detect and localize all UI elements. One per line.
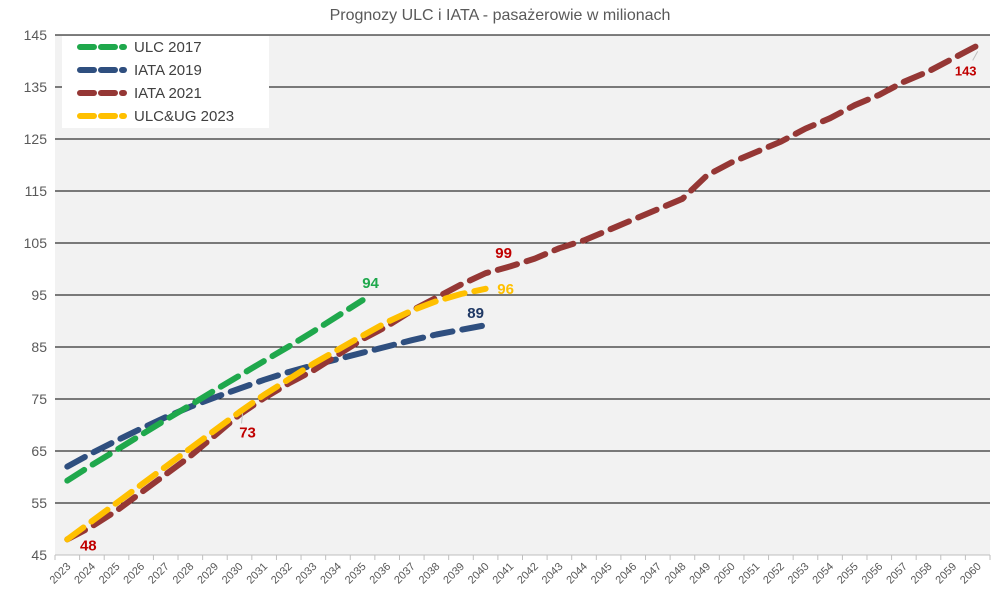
series-line-ulc-2017 — [64, 297, 366, 484]
series-line-ulc-ug-2023 — [64, 285, 489, 543]
y-tick-label: 105 — [24, 235, 48, 251]
y-tick-label: 65 — [31, 443, 47, 459]
data-label-48: 48 — [80, 537, 97, 554]
legend-label: IATA 2021 — [134, 85, 202, 102]
y-tick-label: 115 — [25, 183, 48, 199]
label-leader-line — [972, 51, 979, 61]
data-label-143: 143 — [955, 63, 977, 78]
label-leader-line — [241, 413, 244, 424]
series-line-iata-2019 — [64, 322, 489, 470]
y-tick-label: 45 — [31, 547, 47, 563]
data-label-73: 73 — [239, 424, 256, 441]
y-tick-label: 55 — [31, 495, 47, 511]
y-tick-label: 75 — [31, 391, 47, 407]
data-label-96: 96 — [497, 281, 514, 298]
legend-label: ULC&UG 2023 — [134, 108, 234, 125]
grid-lines — [55, 34, 990, 556]
y-tick-label: 125 — [24, 131, 48, 147]
legend-label: ULC 2017 — [134, 39, 202, 56]
series-line-iata-2021 — [64, 42, 981, 543]
chart-title: Prognozy ULC i IATA - pasażerowie w mili… — [330, 7, 671, 24]
data-label-89: 89 — [467, 305, 484, 322]
legend-label: IATA 2019 — [134, 62, 202, 79]
legend: ULC 2017 IATA 2019 IATA 2021 ULC&UG 2023 — [62, 36, 269, 128]
legend-box — [62, 36, 269, 128]
series-lines — [64, 42, 981, 543]
y-tick-label: 95 — [31, 287, 47, 303]
data-label-99: 99 — [495, 245, 512, 262]
y-tick-label: 145 — [24, 27, 48, 43]
data-labels: 94 89 99 96 73 48 143 — [80, 51, 979, 554]
y-tick-label: 85 — [31, 339, 47, 355]
y-tick-label: 135 — [24, 79, 48, 95]
data-label-94: 94 — [362, 275, 379, 292]
